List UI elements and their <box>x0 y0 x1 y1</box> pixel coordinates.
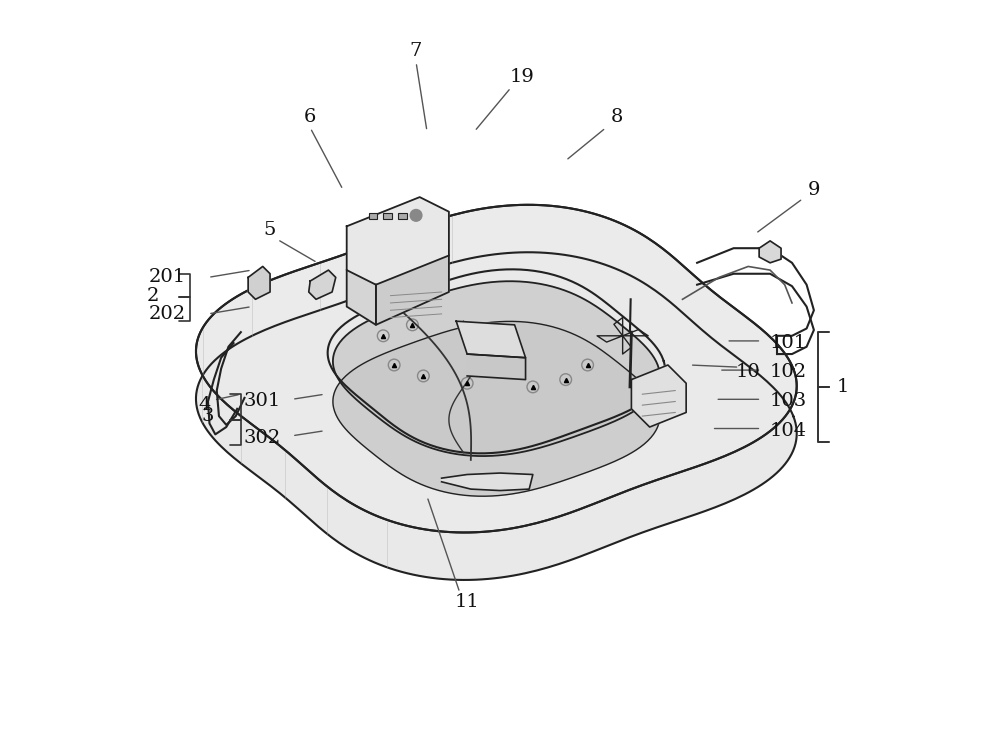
Polygon shape <box>759 241 781 263</box>
Circle shape <box>410 210 422 221</box>
Text: 201: 201 <box>149 269 186 286</box>
Text: 2: 2 <box>147 287 159 304</box>
Polygon shape <box>248 266 270 299</box>
Polygon shape <box>333 281 660 456</box>
Polygon shape <box>328 269 665 453</box>
Text: 301: 301 <box>244 393 281 410</box>
Text: 102: 102 <box>770 364 807 381</box>
Bar <box>398 213 407 219</box>
Text: 19: 19 <box>509 68 534 85</box>
Text: 202: 202 <box>149 305 186 323</box>
Polygon shape <box>456 321 526 358</box>
Polygon shape <box>631 365 686 427</box>
Bar <box>369 213 377 219</box>
Text: 6: 6 <box>304 108 316 126</box>
Text: 9: 9 <box>808 181 820 199</box>
Polygon shape <box>309 270 336 299</box>
Polygon shape <box>196 253 797 580</box>
Polygon shape <box>442 473 533 491</box>
Text: 3: 3 <box>202 407 214 425</box>
Polygon shape <box>347 197 449 285</box>
Text: 5: 5 <box>264 221 276 239</box>
Text: 101: 101 <box>770 334 807 352</box>
Text: 11: 11 <box>455 593 480 611</box>
Text: 302: 302 <box>244 429 281 447</box>
Text: 103: 103 <box>770 393 807 410</box>
Polygon shape <box>196 205 797 532</box>
Text: 10: 10 <box>736 364 761 381</box>
Polygon shape <box>196 205 797 532</box>
Text: 1: 1 <box>837 378 849 396</box>
Polygon shape <box>333 321 660 496</box>
Text: 7: 7 <box>410 42 422 60</box>
Text: 104: 104 <box>770 422 807 439</box>
Text: 8: 8 <box>611 108 623 126</box>
Polygon shape <box>347 270 376 325</box>
Polygon shape <box>376 255 449 325</box>
Polygon shape <box>467 354 526 380</box>
Bar <box>383 213 392 219</box>
Text: 4: 4 <box>198 396 211 414</box>
